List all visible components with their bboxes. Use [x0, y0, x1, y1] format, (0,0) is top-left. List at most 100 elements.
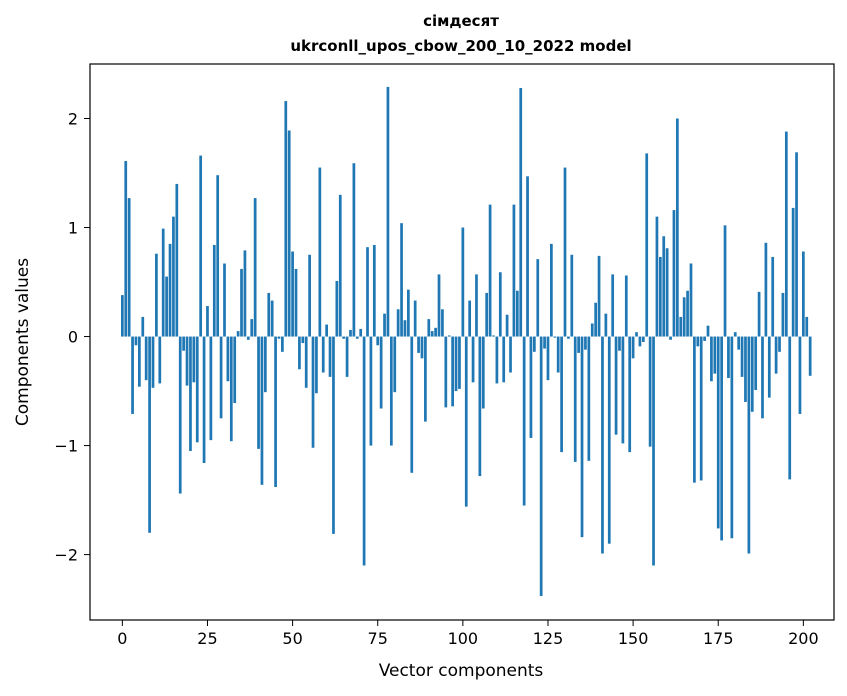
bar-180 — [733, 332, 737, 337]
bar-77 — [383, 313, 386, 337]
bar-76 — [379, 336, 383, 409]
bar-35 — [240, 268, 243, 337]
bar-59 — [321, 336, 325, 373]
bar-139 — [594, 302, 598, 337]
bar-141 — [601, 336, 604, 554]
bar-137 — [587, 336, 591, 461]
bar-65 — [342, 336, 346, 339]
bar-109 — [492, 335, 495, 337]
bar-81 — [396, 309, 400, 337]
bar-118 — [522, 336, 526, 506]
bar-89 — [424, 336, 427, 422]
bar-169 — [696, 336, 700, 347]
bar-24 — [202, 336, 206, 464]
bar-83 — [403, 320, 407, 337]
bar-9 — [151, 336, 155, 388]
bar-189 — [764, 242, 768, 337]
bar-155 — [648, 336, 652, 447]
bar-94 — [441, 309, 444, 337]
bar-158 — [658, 256, 662, 337]
bar-195 — [784, 131, 788, 337]
bar-16 — [175, 183, 179, 337]
bar-93 — [437, 274, 441, 337]
bar-128 — [556, 336, 560, 373]
x-tick-label: 150 — [618, 629, 649, 648]
bar-183 — [744, 336, 747, 402]
bar-63 — [335, 280, 339, 337]
bar-134 — [577, 336, 580, 353]
bar-116 — [515, 290, 519, 337]
bar-90 — [427, 319, 431, 337]
bar-157 — [655, 216, 659, 337]
bar-182 — [740, 336, 744, 377]
bar-84 — [407, 289, 410, 337]
bar-112 — [502, 336, 506, 383]
bar-27 — [212, 244, 216, 337]
bar-41 — [260, 336, 264, 485]
bar-159 — [662, 236, 666, 337]
bar-162 — [672, 210, 676, 337]
bar-176 — [720, 336, 723, 541]
y-axis-label: Components values — [13, 258, 33, 426]
bar-39 — [253, 198, 257, 337]
x-tick-label: 0 — [117, 629, 127, 648]
bar-131 — [567, 336, 570, 339]
bar-86 — [413, 300, 417, 337]
y-tick-label: −1 — [54, 437, 78, 456]
bar-133 — [573, 336, 577, 462]
bar-40 — [257, 336, 260, 449]
x-axis-label: Vector components — [379, 661, 544, 681]
bar-3 — [131, 336, 134, 414]
bar-75 — [376, 336, 380, 346]
bar-151 — [635, 332, 638, 337]
bar-71 — [362, 336, 366, 566]
bar-14 — [168, 243, 172, 337]
y-tick-label: 0 — [68, 328, 78, 347]
bar-135 — [580, 336, 584, 538]
x-tick-label: 200 — [788, 629, 819, 648]
bar-78 — [386, 86, 390, 337]
bar-147 — [621, 336, 625, 444]
bar-22 — [195, 336, 199, 443]
x-tick-label: 25 — [197, 629, 217, 648]
bar-42 — [264, 336, 267, 393]
bar-38 — [250, 319, 254, 337]
bar-102 — [468, 300, 472, 337]
bar-140 — [597, 255, 601, 337]
bar-8 — [148, 336, 151, 533]
bar-17 — [178, 336, 182, 494]
bar-110 — [495, 336, 499, 384]
bar-6 — [141, 316, 145, 337]
bar-91 — [430, 331, 434, 337]
bar-69 — [355, 336, 359, 339]
bar-56 — [311, 336, 315, 448]
bar-192 — [774, 336, 778, 374]
bar-166 — [686, 290, 689, 337]
bar-178 — [727, 336, 730, 378]
bar-173 — [710, 336, 713, 382]
bar-10 — [155, 253, 158, 337]
bar-73 — [369, 336, 373, 446]
bar-79 — [389, 336, 393, 446]
bar-164 — [679, 316, 683, 337]
bar-96 — [447, 335, 451, 337]
bar-124 — [543, 336, 546, 349]
bar-88 — [420, 336, 424, 359]
bar-61 — [328, 336, 332, 377]
x-axis: 0 25 50 75 100 125 150 175 200 — [117, 620, 819, 648]
bar-149 — [628, 336, 632, 453]
bar-106 — [481, 336, 485, 409]
bar-104 — [475, 274, 478, 337]
bar-103 — [471, 336, 475, 383]
bar-92 — [434, 327, 437, 337]
bar-196 — [788, 336, 792, 480]
bar-198 — [795, 152, 798, 337]
bar-7 — [144, 336, 148, 381]
bar-111 — [498, 272, 502, 337]
bar-87 — [417, 336, 420, 353]
bar-4 — [134, 336, 138, 346]
bar-108 — [488, 204, 492, 337]
bar-74 — [372, 244, 376, 337]
bar-95 — [444, 336, 448, 408]
bar-174 — [713, 336, 717, 374]
